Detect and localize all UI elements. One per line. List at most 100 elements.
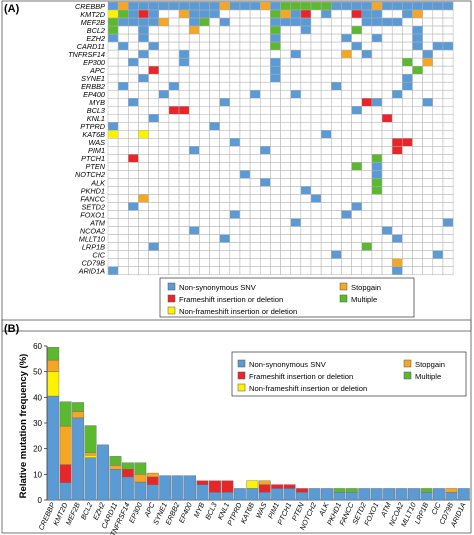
- empty-cell: [260, 41, 271, 51]
- empty-cell: [199, 266, 210, 275]
- empty-cell: [219, 226, 231, 235]
- empty-cell: [381, 41, 393, 51]
- empty-cell: [310, 49, 322, 59]
- bar-segment-nonsyn: [121, 476, 134, 501]
- gene-label: KNL1: [87, 114, 105, 123]
- empty-cell: [148, 138, 160, 147]
- empty-cell: [107, 162, 119, 171]
- empty-cell: [188, 250, 200, 259]
- empty-cell: [422, 226, 434, 235]
- gene-label: BCL2: [87, 26, 105, 35]
- empty-cell: [229, 106, 241, 115]
- empty-cell: [300, 122, 312, 131]
- empty-cell: [229, 41, 241, 51]
- empty-cell: [260, 186, 271, 195]
- empty-cell: [239, 218, 251, 227]
- empty-cell: [361, 186, 373, 195]
- bar-segment-nonsyn: [134, 481, 147, 501]
- empty-cell: [351, 138, 363, 147]
- empty-cell: [280, 33, 291, 43]
- legend-swatch-stopgain: [339, 282, 348, 291]
- empty-cell: [310, 41, 322, 51]
- bar-segment-multiple: [420, 488, 433, 493]
- empty-cell: [412, 170, 423, 179]
- mutation-cell-multiple: [270, 25, 281, 35]
- mutation-cell-nonsyn: [351, 106, 363, 115]
- empty-cell: [341, 17, 352, 27]
- empty-cell: [442, 234, 454, 243]
- empty-cell: [432, 242, 444, 251]
- empty-cell: [178, 114, 190, 123]
- empty-cell: [371, 130, 383, 139]
- empty-cell: [199, 106, 210, 115]
- empty-cell: [402, 49, 413, 59]
- bar-segment-stopgain: [59, 425, 72, 465]
- empty-cell: [148, 25, 160, 35]
- empty-cell: [290, 97, 302, 107]
- empty-cell: [402, 234, 413, 243]
- empty-cell: [107, 234, 119, 243]
- gene-label: CD79B: [81, 258, 105, 267]
- mutation-cell-nonsyn: [412, 25, 423, 35]
- empty-cell: [300, 218, 312, 227]
- empty-cell: [391, 202, 403, 211]
- empty-cell: [381, 81, 393, 91]
- mutation-cell-nonsyn: [188, 146, 200, 155]
- gene-label: MLLT10: [79, 234, 105, 243]
- empty-cell: [422, 17, 434, 27]
- bar-segment-stopgain: [72, 411, 85, 419]
- empty-cell: [199, 122, 210, 131]
- empty-cell: [331, 57, 342, 67]
- empty-cell: [402, 97, 413, 107]
- empty-cell: [199, 114, 210, 123]
- empty-cell: [178, 266, 190, 275]
- empty-cell: [422, 242, 434, 251]
- mutation-cell-nonsyn: [219, 17, 231, 27]
- empty-cell: [188, 170, 200, 179]
- empty-cell: [361, 73, 373, 83]
- bar-segment-nonframeshift: [84, 454, 97, 458]
- empty-cell: [229, 65, 241, 75]
- empty-cell: [422, 234, 434, 243]
- empty-cell: [331, 154, 342, 163]
- empty-cell: [351, 178, 363, 187]
- empty-cell: [310, 33, 322, 43]
- empty-cell: [371, 250, 383, 259]
- empty-cell: [107, 49, 119, 59]
- mutation-cell-nonsyn: [128, 1, 139, 11]
- empty-cell: [331, 89, 342, 99]
- mutation-cell-nonsyn: [290, 89, 302, 99]
- empty-cell: [148, 97, 160, 107]
- empty-cell: [391, 73, 403, 83]
- empty-cell: [331, 9, 342, 19]
- empty-cell: [249, 154, 261, 163]
- empty-cell: [249, 73, 261, 83]
- empty-cell: [280, 106, 291, 115]
- empty-cell: [381, 122, 393, 131]
- empty-cell: [117, 194, 129, 203]
- empty-cell: [117, 226, 129, 235]
- empty-cell: [310, 114, 322, 123]
- mutation-cell-nonsyn: [442, 41, 454, 51]
- empty-cell: [442, 154, 454, 163]
- empty-cell: [331, 170, 342, 179]
- empty-cell: [178, 250, 190, 259]
- mutation-cell-nonsyn: [381, 1, 393, 11]
- empty-cell: [270, 154, 281, 163]
- empty-cell: [442, 17, 454, 27]
- empty-cell: [107, 106, 119, 115]
- empty-cell: [188, 33, 200, 43]
- empty-cell: [381, 9, 393, 19]
- empty-cell: [432, 65, 444, 75]
- empty-cell: [239, 97, 251, 107]
- bar-segment-multiple: [109, 456, 122, 466]
- empty-cell: [138, 266, 149, 275]
- empty-cell: [209, 242, 220, 251]
- empty-cell: [188, 186, 200, 195]
- empty-cell: [280, 73, 291, 83]
- empty-cell: [351, 234, 363, 243]
- empty-cell: [178, 194, 190, 203]
- empty-cell: [249, 9, 261, 19]
- empty-cell: [229, 154, 241, 163]
- empty-cell: [188, 49, 200, 59]
